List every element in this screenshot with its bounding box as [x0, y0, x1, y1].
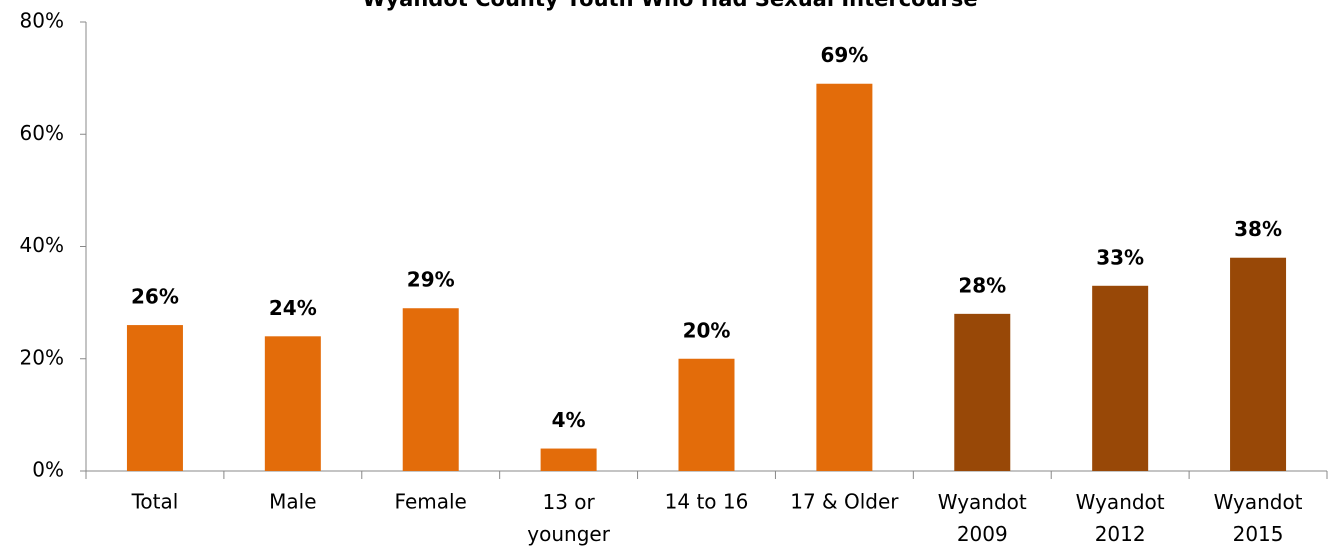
chart-title: Wyandot County Youth Who Had Sexual Inte… — [362, 0, 977, 11]
bar — [402, 308, 459, 471]
value-label: 69% — [820, 43, 868, 67]
value-label: 24% — [269, 296, 317, 320]
x-tick-label: Total — [131, 490, 179, 514]
x-tick-label: 13 or younger — [527, 490, 610, 546]
x-tick-label: 14 to 16 — [665, 490, 749, 514]
x-tick-label: Female — [395, 490, 467, 514]
value-label: 4% — [552, 408, 586, 432]
bar — [816, 83, 873, 472]
bar — [540, 448, 597, 471]
bar — [1092, 285, 1149, 471]
x-tick-label-line: 2009 — [957, 522, 1008, 546]
value-label: 26% — [131, 285, 179, 309]
x-tick-label-line: 2015 — [1233, 522, 1284, 546]
x-tick-label-line: 2012 — [1095, 522, 1146, 546]
y-tick-label: 40% — [20, 233, 64, 257]
x-tick-label-line: Wyandot — [938, 490, 1027, 514]
y-tick-label: 0% — [32, 458, 64, 482]
x-tick-label-line: Wyandot — [1214, 490, 1303, 514]
bar — [954, 313, 1011, 471]
y-tick-label: 80% — [20, 9, 64, 33]
bar — [1230, 257, 1287, 471]
x-tick-label: Wyandot 2012 — [1076, 490, 1165, 546]
x-tick-label-line: younger — [527, 522, 610, 546]
bar — [678, 358, 735, 471]
value-label: 20% — [683, 318, 731, 342]
y-tick-label: 20% — [20, 345, 64, 369]
value-label: 38% — [1234, 217, 1282, 241]
bar — [126, 325, 183, 471]
y-tick-label: 60% — [20, 121, 64, 145]
x-tick-label-line: 13 or — [542, 490, 595, 514]
x-tick-label: Wyandot 2015 — [1214, 490, 1303, 546]
x-tick-label-line: Wyandot — [1076, 490, 1165, 514]
x-tick-label: Wyandot 2009 — [938, 490, 1027, 546]
value-label: 33% — [1096, 245, 1144, 269]
value-label: 29% — [407, 268, 455, 292]
value-label: 28% — [958, 273, 1006, 297]
x-tick-label: Male — [269, 490, 316, 514]
x-tick-label: 17 & Older — [790, 490, 899, 514]
bar — [264, 336, 321, 471]
